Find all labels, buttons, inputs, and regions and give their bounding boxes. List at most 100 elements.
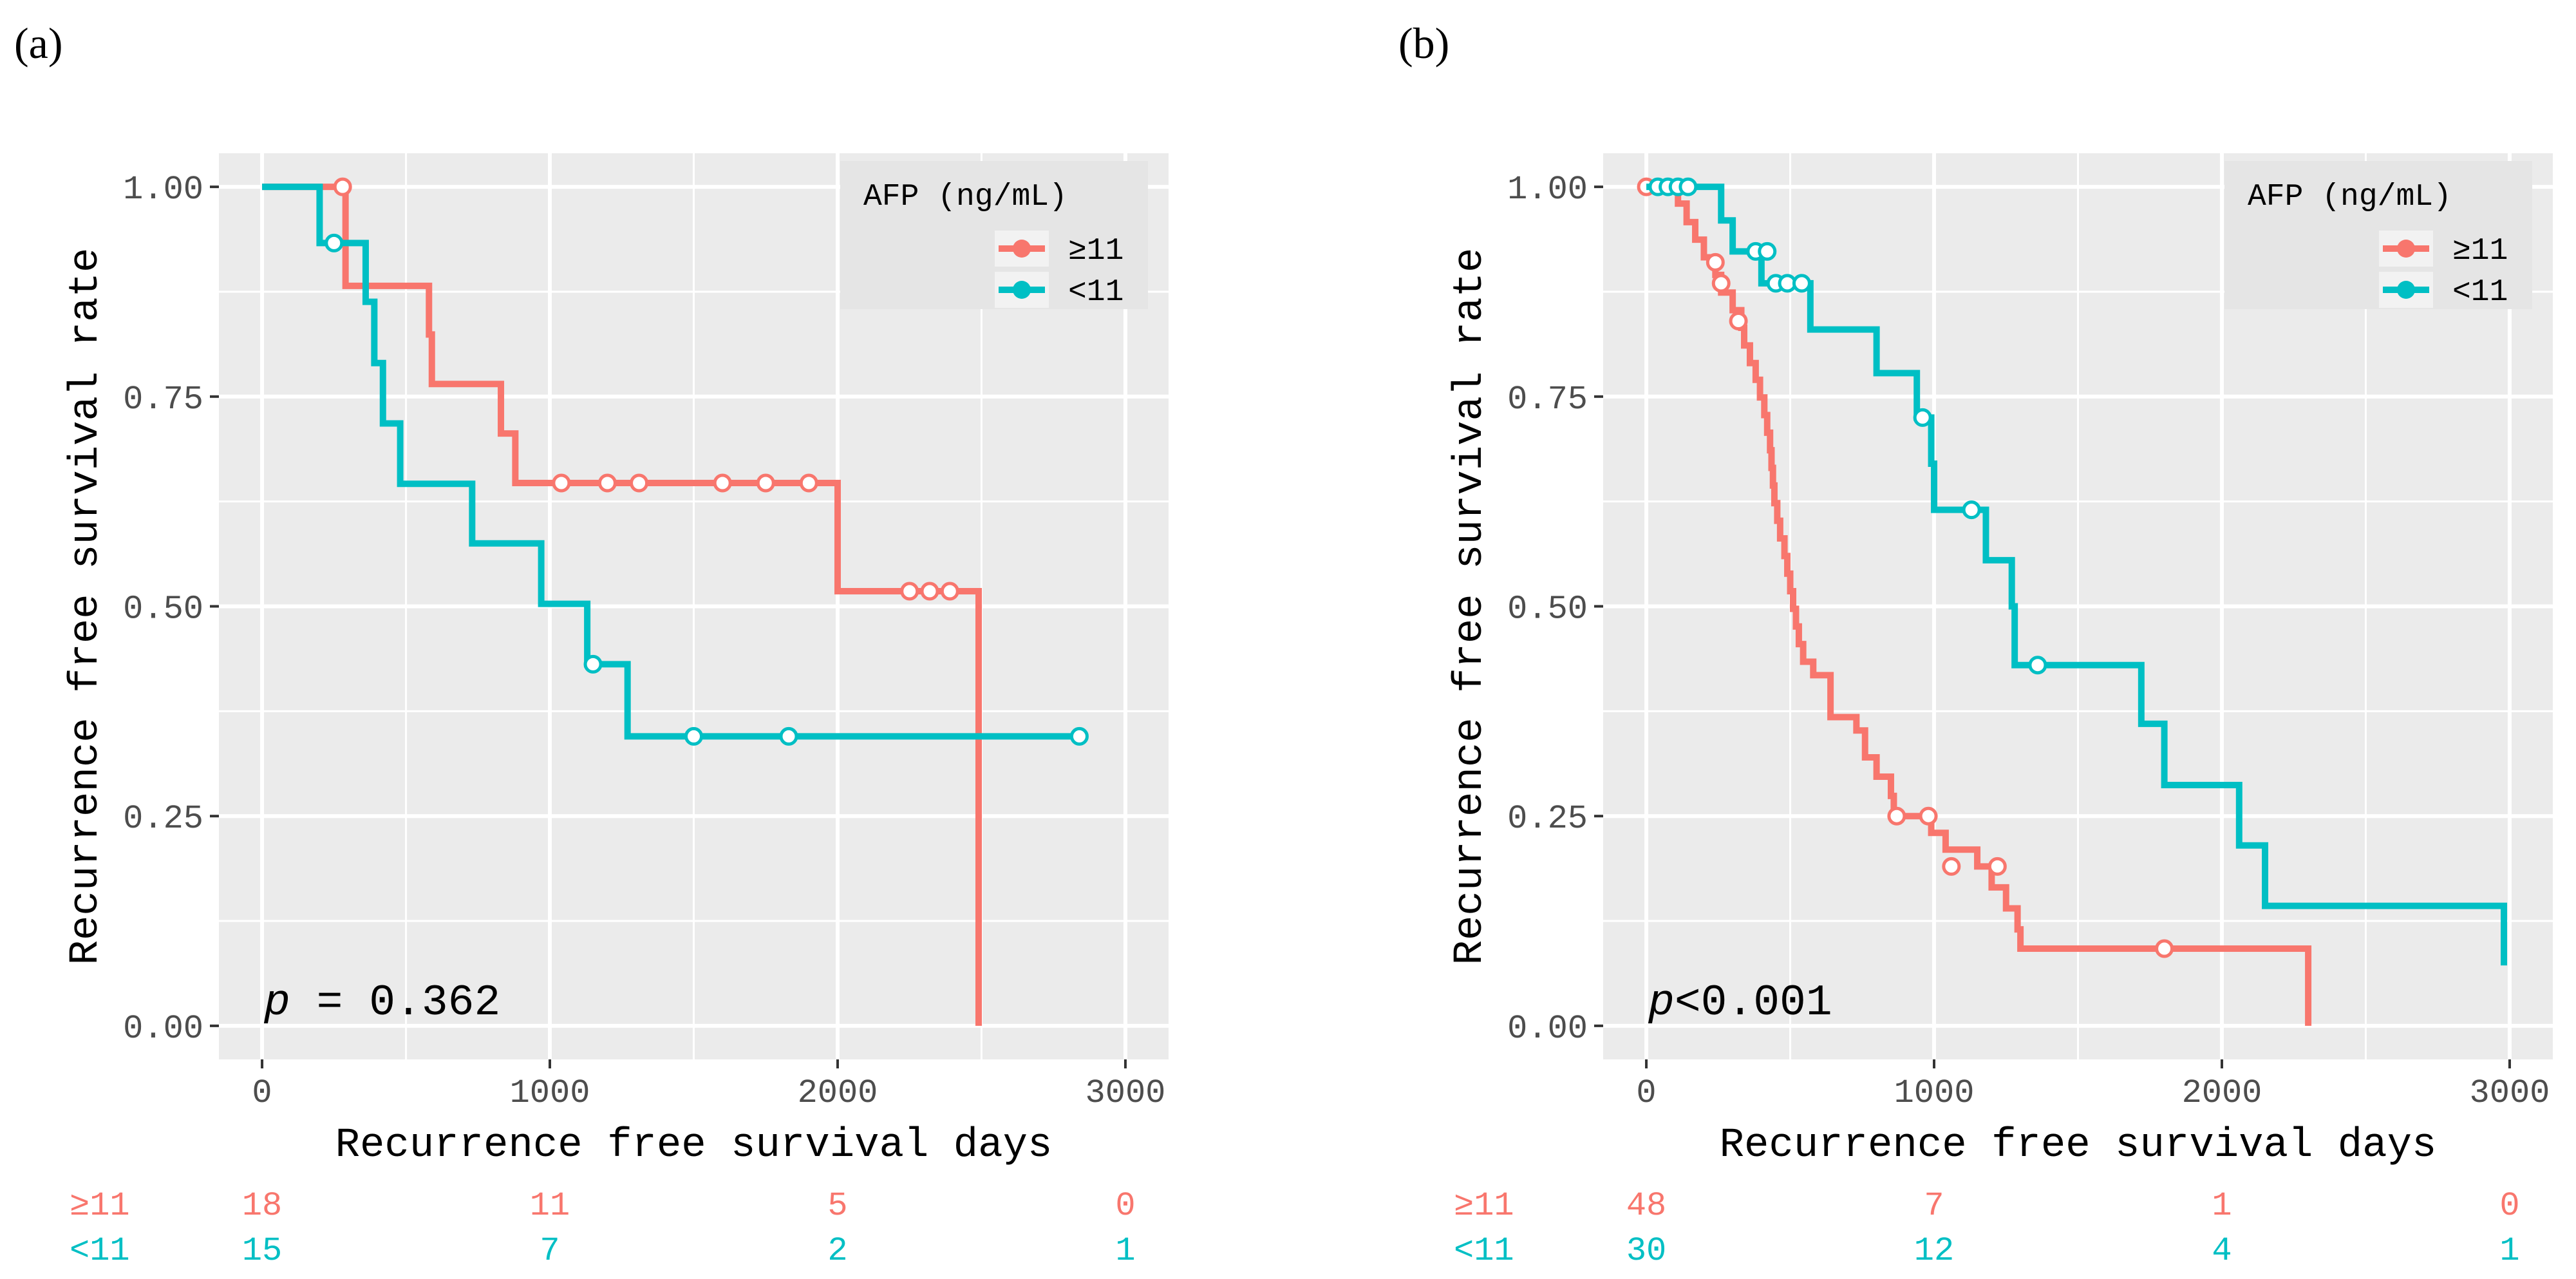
legend-key-dot — [1013, 281, 1031, 299]
risk-row-label: <11 — [70, 1232, 130, 1270]
censor-mark-afp-low — [1678, 177, 1698, 196]
risk-count: 1 — [2499, 1232, 2519, 1270]
x-tick-label: 1000 — [510, 1074, 590, 1112]
legend-label: ≥11 — [1068, 234, 1123, 269]
y-tick-label: 0.25 — [123, 800, 203, 838]
censor-mark-afp-low — [1962, 500, 1981, 520]
y-axis-title: Recurrence free survival rate — [1447, 248, 1494, 965]
y-tick-label: 0.50 — [123, 591, 203, 629]
x-tick-label: 3000 — [2470, 1074, 2550, 1112]
censor-mark-afp-high — [333, 177, 352, 196]
censor-mark-afp-high — [1988, 857, 2007, 876]
censor-mark-afp-high — [940, 582, 959, 601]
risk-count: 18 — [242, 1187, 282, 1225]
censor-mark-afp-low — [1069, 726, 1089, 746]
survival-curve-afp-low — [262, 184, 1080, 740]
panel-a: (a) 0 1000 2000 3000 0.00 0.25 0.50 0.75 1.00 Recu… — [14, 19, 1169, 1270]
legend-key-dot — [2397, 281, 2415, 299]
risk-count: 5 — [827, 1187, 847, 1225]
p-value-symbol: p — [1648, 978, 1675, 1028]
y-tick-label: 0.75 — [123, 381, 203, 419]
y-tick-label: 1.00 — [1507, 171, 1588, 209]
censor-mark-afp-low — [2028, 656, 2047, 675]
risk-count: 1 — [2212, 1187, 2232, 1225]
censor-mark-afp-high — [713, 473, 732, 493]
p-value: p<0.001 — [1648, 978, 1832, 1028]
censor-mark-afp-low — [1758, 242, 1777, 261]
survival-curve-afp-high — [1646, 184, 2312, 1026]
x-axis-title: Recurrence free survival days — [1720, 1123, 2437, 1169]
x-tick-label: 0 — [252, 1074, 272, 1112]
legend-key-dot — [2397, 240, 2415, 258]
legend-key-dot — [1013, 240, 1031, 258]
x-tick-label: 1000 — [1894, 1074, 1975, 1112]
risk-count: 48 — [1626, 1187, 1666, 1225]
legend: AFP (ng/mL)≥11 <11 — [840, 161, 1148, 310]
censor-mark-afp-low — [684, 726, 703, 746]
risk-count: 2 — [827, 1232, 847, 1270]
y-tick-label: 0.75 — [1507, 381, 1588, 419]
p-value-symbol: p — [263, 978, 290, 1028]
legend-background — [840, 161, 1148, 309]
risk-table: ≥11 18 11 5 0 <11 15 7 2 1 — [70, 1187, 1136, 1270]
panel-label: (b) — [1398, 19, 1449, 68]
x-tick-label: 0 — [1636, 1074, 1656, 1112]
risk-count: 0 — [1115, 1187, 1135, 1225]
censor-mark-afp-low — [779, 726, 798, 746]
legend-title: AFP (ng/mL) — [863, 180, 1067, 214]
censor-mark-afp-low — [1913, 408, 1932, 427]
censor-mark-afp-high — [1919, 806, 1938, 826]
x-tick-label: 3000 — [1086, 1074, 1166, 1112]
risk-row-label: <11 — [1454, 1232, 1514, 1270]
censor-mark-afp-low — [1792, 274, 1811, 293]
risk-count: 7 — [1924, 1187, 1944, 1225]
censor-mark-afp-high — [756, 473, 775, 493]
legend-label: ≥11 — [2452, 234, 2508, 269]
y-axis-title: Recurrence free survival rate — [63, 248, 109, 965]
survival-curve-afp-low — [1646, 184, 2508, 966]
censor-mark-afp-low — [583, 654, 603, 674]
censor-mark-afp-high — [920, 582, 939, 601]
x-tick-label: 2000 — [2182, 1074, 2262, 1112]
legend-title: AFP (ng/mL) — [2248, 180, 2452, 214]
censor-mark-afp-high — [900, 582, 919, 601]
survival-curve-afp-high — [262, 184, 982, 1026]
risk-count: 15 — [242, 1232, 282, 1270]
censor-mark-afp-low — [324, 233, 344, 252]
y-tick-label: 0.25 — [1507, 800, 1588, 838]
censor-mark-afp-high — [1729, 312, 1748, 331]
y-tick-label: 0.50 — [1507, 591, 1588, 629]
censor-mark-afp-high — [552, 473, 571, 493]
risk-count: 0 — [2499, 1187, 2519, 1225]
censor-mark-afp-high — [1942, 857, 1961, 876]
risk-row-label: ≥11 — [70, 1187, 130, 1225]
censor-mark-afp-high — [2155, 939, 2174, 958]
censor-mark-afp-high — [1706, 252, 1725, 272]
legend-background — [2224, 161, 2532, 309]
risk-count: 7 — [540, 1232, 559, 1270]
censor-mark-afp-high — [1887, 806, 1906, 826]
censor-mark-afp-high — [1711, 274, 1731, 293]
risk-count: 30 — [1626, 1232, 1666, 1270]
p-value-text: <0.001 — [1675, 978, 1832, 1028]
x-tick-label: 2000 — [798, 1074, 878, 1112]
x-axis-title: Recurrence free survival days — [335, 1123, 1053, 1169]
risk-count: 11 — [530, 1187, 570, 1225]
p-value: p = 0.362 — [263, 978, 500, 1028]
risk-count: 4 — [2212, 1232, 2232, 1270]
legend-label: <11 — [1068, 275, 1123, 310]
y-tick-label: 1.00 — [123, 171, 203, 209]
p-value-text: = 0.362 — [290, 978, 500, 1028]
legend: AFP (ng/mL)≥11 <11 — [2224, 161, 2532, 310]
censor-mark-afp-high — [597, 473, 617, 493]
censor-mark-afp-high — [799, 473, 818, 493]
panel-label: (a) — [14, 19, 62, 68]
legend-label: <11 — [2452, 275, 2508, 310]
risk-row-label: ≥11 — [1454, 1187, 1514, 1225]
y-tick-label: 0.00 — [1507, 1010, 1588, 1048]
risk-count: 1 — [1115, 1232, 1135, 1270]
y-tick-label: 0.00 — [123, 1010, 203, 1048]
risk-table: ≥11 48 7 1 0 <11 30 12 4 1 — [1454, 1187, 2520, 1270]
panel-b: (b) 0 1000 2000 3000 0.00 0.25 0.50 0.75 1.00 Recu… — [1398, 19, 2553, 1270]
